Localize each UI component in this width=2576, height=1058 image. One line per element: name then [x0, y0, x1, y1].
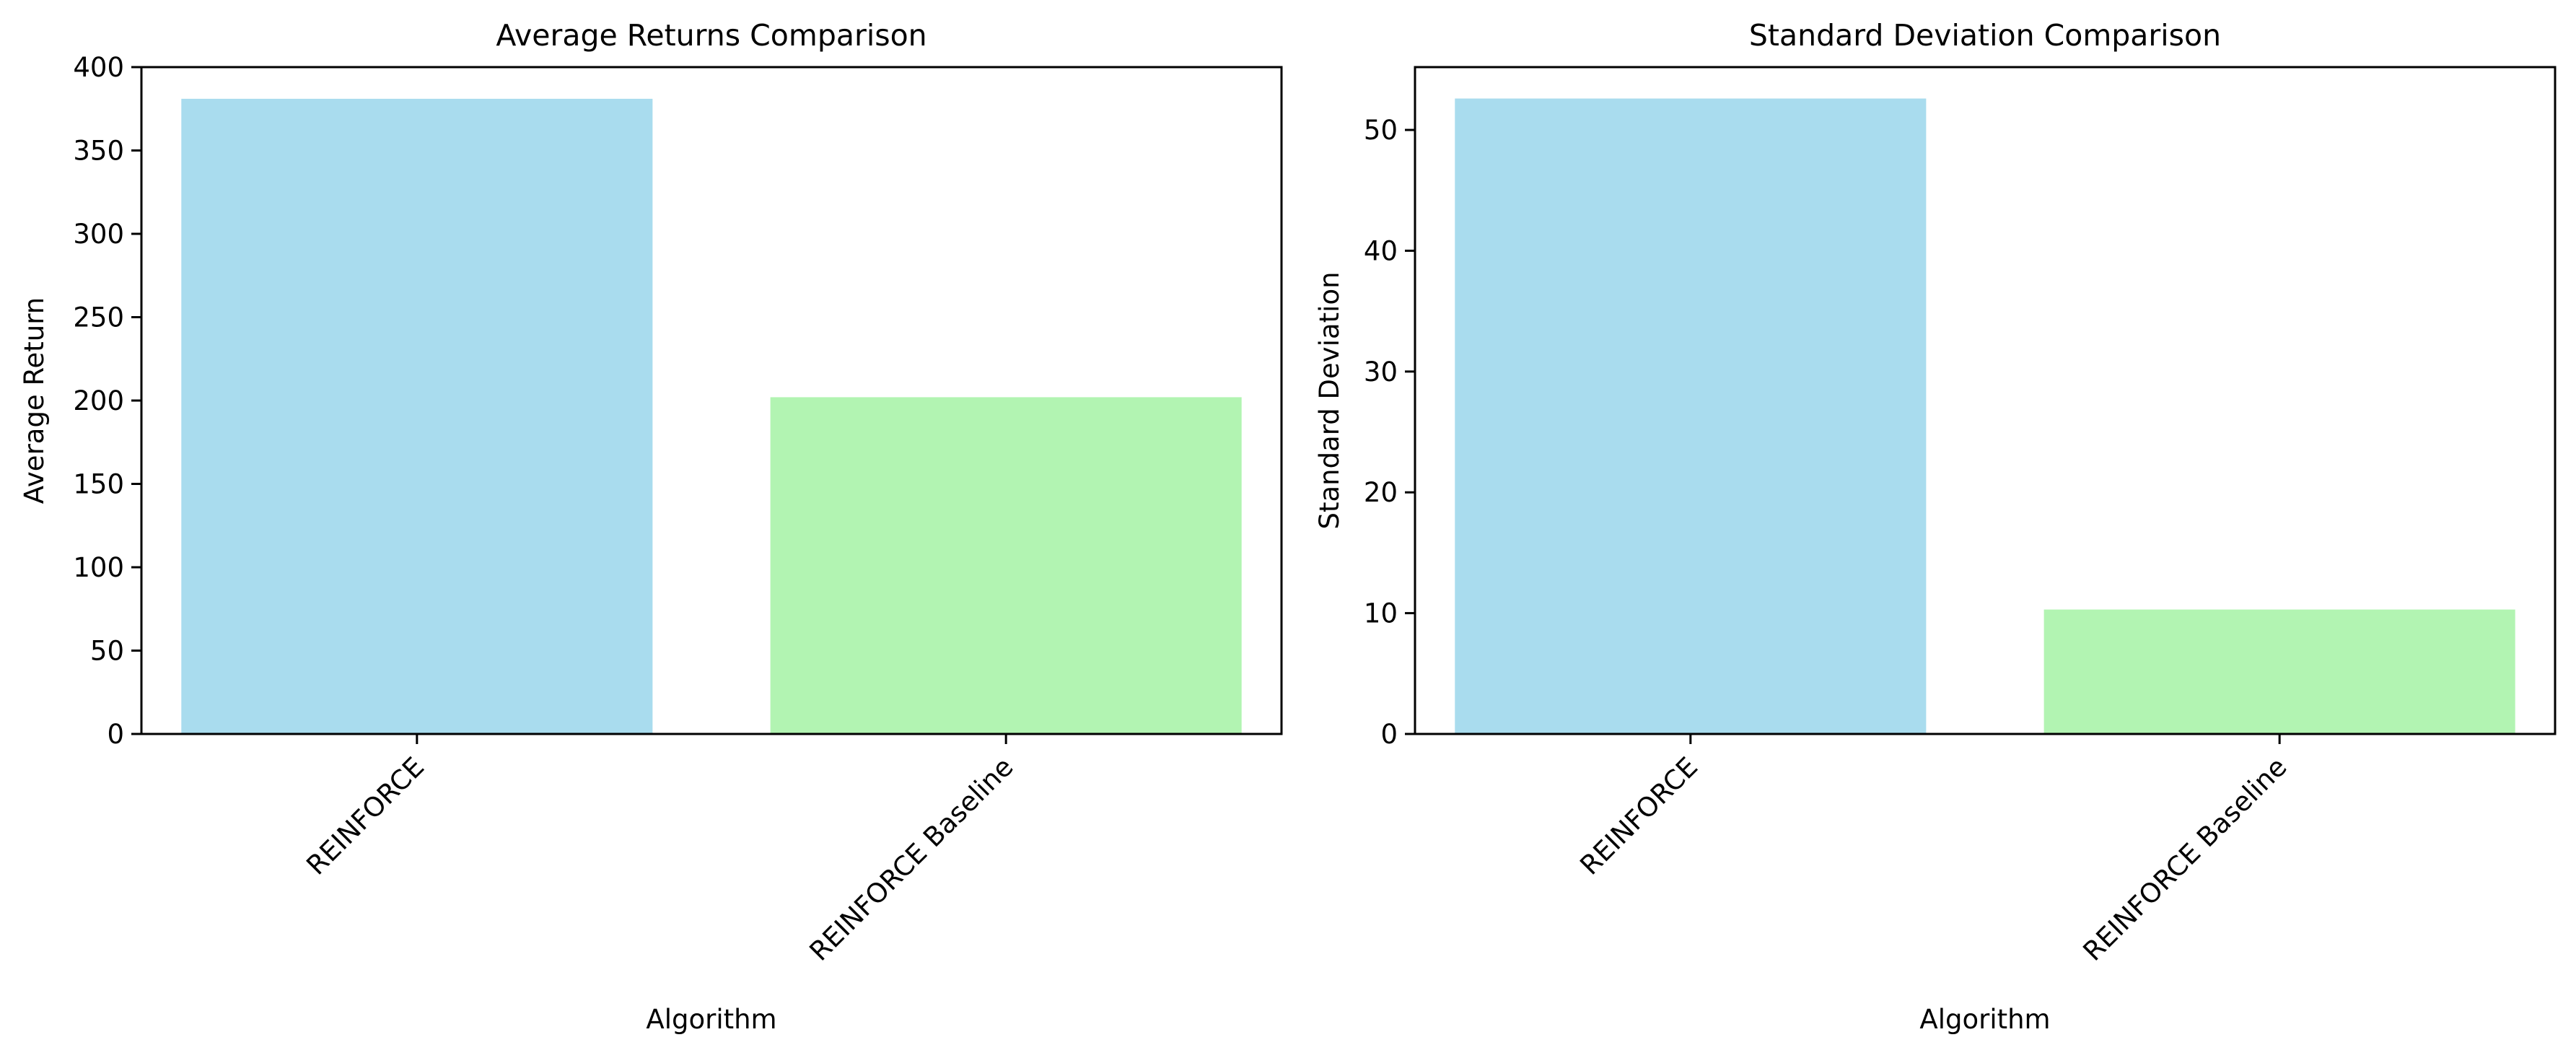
plot-frame: [1414, 66, 2557, 735]
y-tick-label: 30: [1364, 357, 1398, 388]
y-tick-label: 40: [1364, 235, 1398, 266]
bar-reinforce: [181, 98, 653, 734]
y-tick-label: 400: [73, 52, 124, 83]
y-tick-label: 50: [90, 636, 124, 667]
x-axis-label: Algorithm: [646, 1004, 776, 1035]
plot-frame: [140, 66, 1283, 735]
x-ticks: REINFORCE REINFORCE Baseline: [300, 734, 1020, 967]
y-ticks: 0 10 20 30 40 50: [1364, 115, 1415, 750]
bar-reinforce-baseline: [2043, 609, 2515, 734]
x-tick-label: REINFORCE Baseline: [2077, 751, 2293, 967]
bar-reinforce: [1455, 98, 1927, 735]
y-ticks: 0 50 100 150 200 250 300 350 400: [73, 52, 141, 750]
x-tick-label: REINFORCE: [1574, 751, 1704, 881]
y-tick-label: 20: [1364, 477, 1398, 508]
y-axis-label: Average Return: [19, 297, 50, 504]
y-tick-label: 150: [73, 469, 124, 500]
x-ticks: REINFORCE REINFORCE Baseline: [1574, 734, 2293, 967]
chart-title: Standard Deviation Comparison: [1749, 18, 2221, 53]
chart-title: Average Returns Comparison: [496, 18, 926, 53]
y-tick-label: 350: [73, 136, 124, 167]
x-tick-label: REINFORCE: [300, 751, 430, 881]
bar-reinforce-baseline: [770, 397, 1242, 734]
standard-deviation-chart: Standard Deviation Comparison Algorithm …: [1314, 18, 2557, 1035]
y-tick-label: 300: [73, 219, 124, 250]
x-tick-label: REINFORCE Baseline: [804, 751, 1020, 967]
bars: [1455, 98, 2515, 735]
y-tick-label: 250: [73, 302, 124, 333]
y-tick-label: 0: [107, 719, 124, 750]
x-axis-label: Algorithm: [1919, 1004, 2050, 1035]
y-tick-label: 50: [1364, 115, 1398, 146]
y-tick-label: 10: [1364, 598, 1398, 629]
y-tick-label: 200: [73, 385, 124, 416]
average-returns-chart: Average Returns Comparison Algorithm Ave…: [19, 18, 1283, 1035]
y-tick-label: 100: [73, 552, 124, 583]
y-tick-label: 0: [1380, 719, 1398, 750]
y-axis-label: Standard Deviation: [1314, 271, 1345, 529]
bars: [181, 98, 1242, 734]
